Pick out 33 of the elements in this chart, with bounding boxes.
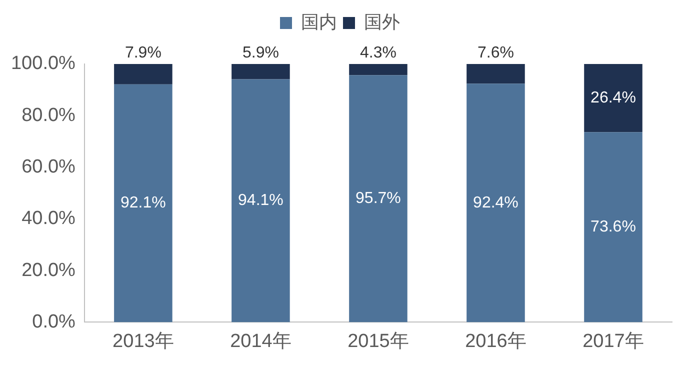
data-label: 4.3%: [360, 44, 396, 62]
y-tick-label: 40.0%: [22, 208, 76, 230]
y-tick-label: 80.0%: [22, 104, 76, 126]
y-tick-label: 0.0%: [32, 311, 76, 332]
x-tick-label: 2017年: [582, 330, 644, 352]
y-tick-label: 100.0%: [10, 53, 76, 74]
bar: [232, 79, 290, 322]
data-label: 92.1%: [120, 194, 166, 212]
bar: [114, 64, 172, 84]
y-tick-label: 20.0%: [22, 260, 76, 281]
bar: [232, 64, 290, 80]
data-label: 73.6%: [590, 218, 636, 236]
x-tick-label: 2015年: [348, 330, 409, 352]
legend-label: 国外: [364, 12, 400, 32]
bar: [466, 64, 525, 84]
data-label: 92.4%: [473, 194, 518, 212]
data-label: 7.6%: [478, 44, 514, 62]
data-label: 5.9%: [242, 44, 279, 62]
y-tick-label: 60.0%: [22, 156, 76, 178]
data-label: 7.9%: [124, 44, 162, 62]
bar: [584, 64, 642, 132]
data-label: 95.7%: [356, 190, 401, 208]
data-label: 26.4%: [590, 89, 636, 106]
x-tick-label: 2014年: [230, 330, 292, 352]
bar: [349, 75, 408, 322]
bar: [114, 84, 172, 322]
bar: [349, 64, 408, 76]
x-tick-label: 2016年: [465, 330, 526, 352]
bar: [466, 84, 525, 322]
data-label: 94.1%: [238, 192, 284, 210]
legend-label: 国内: [301, 12, 337, 32]
bar: [584, 132, 642, 322]
x-tick-label: 2013年: [112, 330, 174, 352]
